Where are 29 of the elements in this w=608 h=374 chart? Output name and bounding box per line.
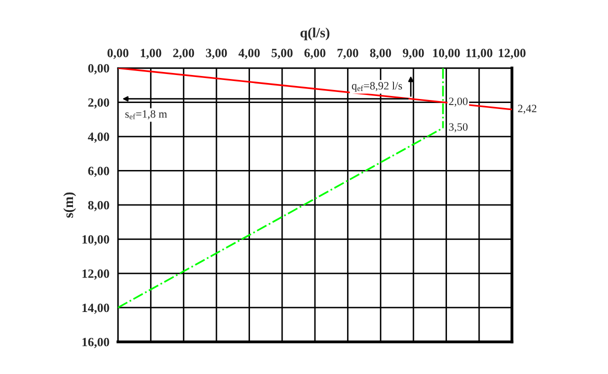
x-tick-label: 10,00 <box>433 48 460 60</box>
annotation: s$_{ef}$=1,8 m <box>125 110 168 120</box>
x-tick-label: 5,00 <box>272 48 293 60</box>
annotation: 3,50 <box>449 123 468 132</box>
x-tick-label: 12,00 <box>498 48 526 60</box>
x-tick-label: 7,00 <box>338 48 358 60</box>
x-tick-label: 2,00 <box>173 48 194 60</box>
x-tick-label: 0,00 <box>107 48 128 60</box>
x-tick-label: 4,00 <box>238 48 260 60</box>
x-tick-label: 9,00 <box>402 48 424 60</box>
y-tick-label: 16,00 <box>82 338 110 348</box>
y-tick-label: 14,00 <box>82 304 110 314</box>
annotation: q$_{ef}$=8,92 l/s <box>352 82 402 92</box>
y-axis-title: s(m) <box>63 192 76 218</box>
annotation: 2,42 <box>518 104 536 114</box>
x-tick-label: 11,00 <box>466 48 492 60</box>
x-axis-title: q(l/s) <box>300 28 330 40</box>
y-tick-label: 4,00 <box>88 132 110 143</box>
y-tick-label: 6,00 <box>88 166 110 178</box>
x-tick-label: 1,00 <box>140 48 162 60</box>
y-tick-label: 2,00 <box>88 98 110 109</box>
y-tick-label: 12,00 <box>82 269 110 280</box>
y-tick-label: 8,00 <box>88 200 110 212</box>
y-tick-label: 10,00 <box>82 235 110 246</box>
annotation: 2,00 <box>449 98 468 107</box>
x-tick-label: 6,00 <box>304 48 326 60</box>
x-tick-label: 3,00 <box>206 48 227 60</box>
x-tick-label: 8,00 <box>370 48 392 60</box>
y-tick-label: 0,00 <box>88 64 110 74</box>
